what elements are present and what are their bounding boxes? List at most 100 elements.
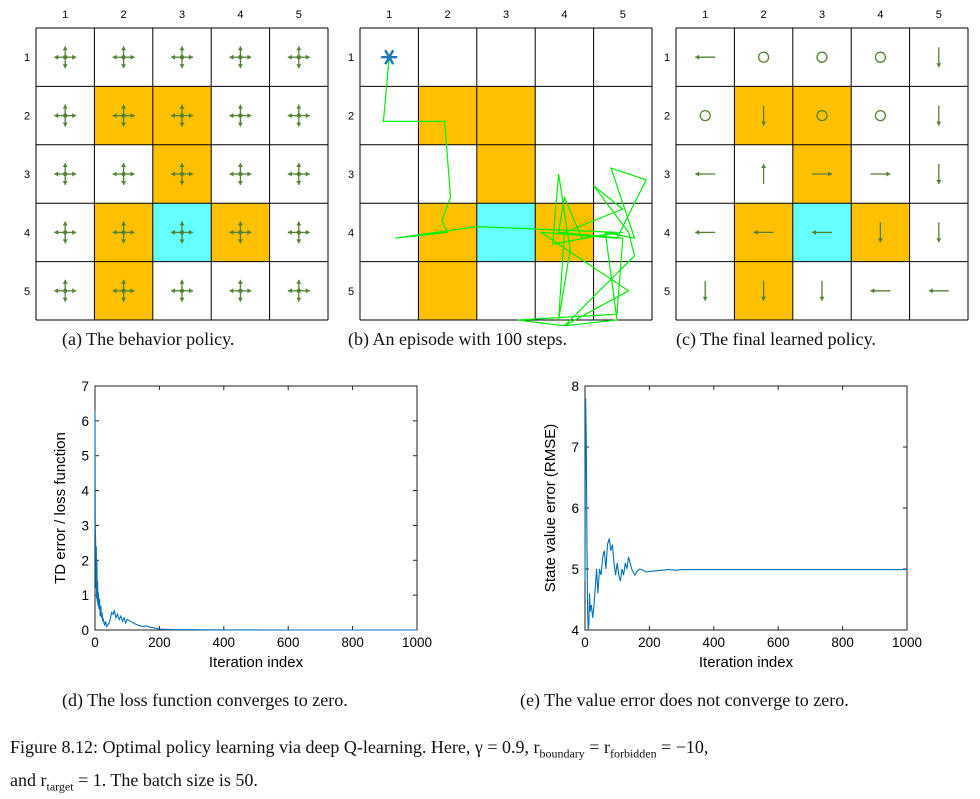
arrow-head [247,229,252,235]
stay-dot [179,113,185,118]
arrow-head [189,54,193,60]
stay-circle [757,51,770,63]
grid-row-label: 3 [664,169,670,181]
caption-b: (b) An episode with 100 steps. [348,329,567,349]
arrow-head [189,288,193,294]
arrow-head [54,171,59,177]
arrow-head [72,288,77,294]
arrow-head [305,171,310,177]
arrow-head [296,181,302,185]
arrow-head [695,54,700,60]
arrow-head [237,46,243,51]
x-tick-label: 1000 [892,635,922,650]
arrow-head [237,279,243,284]
x-tick-label: 600 [277,635,300,650]
arrow-head [171,54,175,60]
grid-panel-behavior-policy: 1 2 3 4 5 1 2 3 4 5 [24,9,329,321]
arrow-head [130,54,135,60]
caption-c: (c) The final learned policy. [676,329,876,349]
grid-row-label: 5 [348,286,354,298]
arrow-head [305,229,310,235]
stay-dot [121,230,126,235]
figure-caption-line1: Figure 8.12: Optimal policy learning via… [10,737,540,757]
arrow-head [936,121,942,126]
arrow-head [189,229,193,235]
arrow-head [121,46,127,51]
arrow-head [112,229,117,235]
stay-circle [874,51,887,63]
grid-row-label: 5 [24,286,30,298]
forbidden-cell [418,261,477,320]
y-tick-label: 2 [81,553,89,568]
grid-col-label: 3 [179,9,185,21]
caption-a: (a) The behavior policy. [62,329,235,349]
arrow-head [179,297,185,302]
stay-dot [121,288,126,293]
plot-frame [584,385,908,631]
forbidden-cell [792,86,852,145]
arrow-head [130,229,135,235]
loss-function-chart: 0 200 400 600 800 1000 0 1 2 3 4 5 6 7 Iteration index… [52,379,432,671]
x-tick-label: 0 [581,635,589,650]
arrow-head [305,54,310,60]
x-axis-label: Iteration index [699,654,794,671]
stay-dot [238,55,243,60]
arrow-head [229,113,234,119]
arrow-head [296,163,302,167]
x-tick-label: 0 [91,635,99,650]
figure-caption-eq1: = r [584,737,610,757]
forbidden-cell [476,86,536,145]
caption-e: (e) The value error does not converge to… [520,690,849,710]
arrow-head [62,221,68,226]
arrow-head [62,64,68,69]
arrow-head [695,229,700,235]
arrow-head [121,122,127,127]
y-tick-label: 3 [81,518,89,533]
arrow-head [695,171,700,177]
arrow-head [171,171,175,177]
arrow-head [928,288,933,294]
arrow-head [179,239,185,244]
stay-dot [179,55,185,60]
stay-dot [238,113,243,118]
arrow-head [179,122,185,127]
arrow-head [130,113,135,119]
subscript-target: target [46,779,74,794]
grid-panel-episode: 1 2 3 4 5 1 2 3 4 5 [348,9,653,326]
arrow-head [877,238,883,243]
arrow-head [287,171,292,177]
stay-dot [179,288,185,293]
figure-caption-line2a: and r [10,769,47,790]
x-tick-label: 200 [148,635,171,650]
grid-row-label: 4 [348,227,354,239]
arrow-head [54,113,59,119]
stay-dot [121,113,126,118]
x-axis-label: Iteration index [209,654,304,671]
stay-dot [296,171,301,177]
arrow-head [296,279,302,284]
stay-dot [121,171,126,177]
arrow-head [179,104,185,109]
y-tick-label: 0 [81,623,89,638]
arrow-head [296,221,302,226]
grid-row-label: 5 [664,286,670,298]
stay-circle [874,109,887,122]
stay-dot [63,113,68,118]
series-line [584,398,907,631]
x-tick-label: 400 [213,635,236,650]
arrow-head [753,229,758,235]
arrow-head [62,297,68,302]
arrow-head [247,171,252,177]
grid-row-label: 2 [24,111,30,123]
stay-dot [296,113,301,118]
arrow-head [819,296,825,301]
arrow-head [296,122,302,127]
y-tick-label: 6 [571,501,579,516]
stay-dot [121,55,126,60]
plot-frame [94,385,418,631]
arrow-head [296,64,302,69]
arrow-head [121,297,127,302]
episode-trajectory [382,57,648,326]
arrow-head [179,181,185,185]
stay-dot [296,288,301,293]
